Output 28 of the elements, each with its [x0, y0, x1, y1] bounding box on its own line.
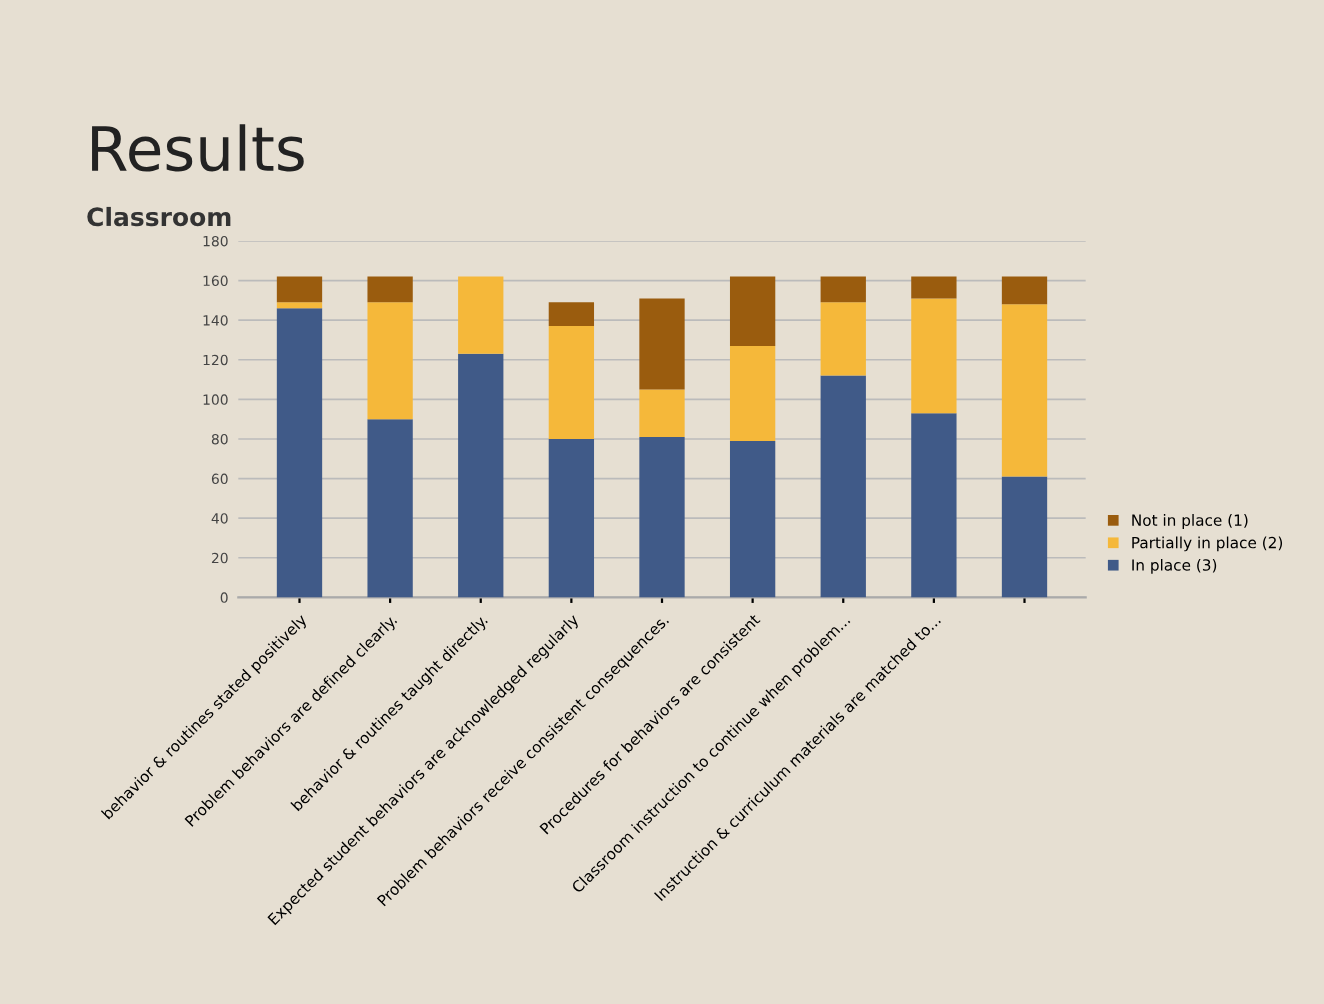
- bar: [1001, 476, 1048, 598]
- bar: [820, 276, 866, 303]
- bar: [729, 440, 776, 598]
- chart-subtitle: Classroom: [87, 206, 231, 227]
- bar: [729, 276, 776, 346]
- bar: [911, 298, 957, 414]
- bar: [639, 389, 685, 437]
- bar: [1001, 276, 1048, 305]
- bar: [276, 308, 323, 598]
- bar: [820, 302, 866, 376]
- bar: [548, 302, 595, 327]
- bar: [639, 436, 685, 598]
- bar: [820, 375, 866, 598]
- chart-title: Results: [92, 124, 304, 172]
- bar: [911, 413, 957, 598]
- bar: [1001, 304, 1048, 477]
- bar: [458, 353, 504, 598]
- bar: [639, 298, 685, 390]
- bar: [911, 276, 957, 299]
- bar: [548, 326, 595, 439]
- bar: [729, 345, 776, 441]
- bar: [367, 419, 413, 598]
- bar: [276, 276, 323, 303]
- bar: [548, 438, 595, 598]
- bar: [367, 302, 413, 420]
- bar: [276, 302, 323, 309]
- bar: [458, 276, 504, 354]
- bar: [367, 276, 413, 303]
